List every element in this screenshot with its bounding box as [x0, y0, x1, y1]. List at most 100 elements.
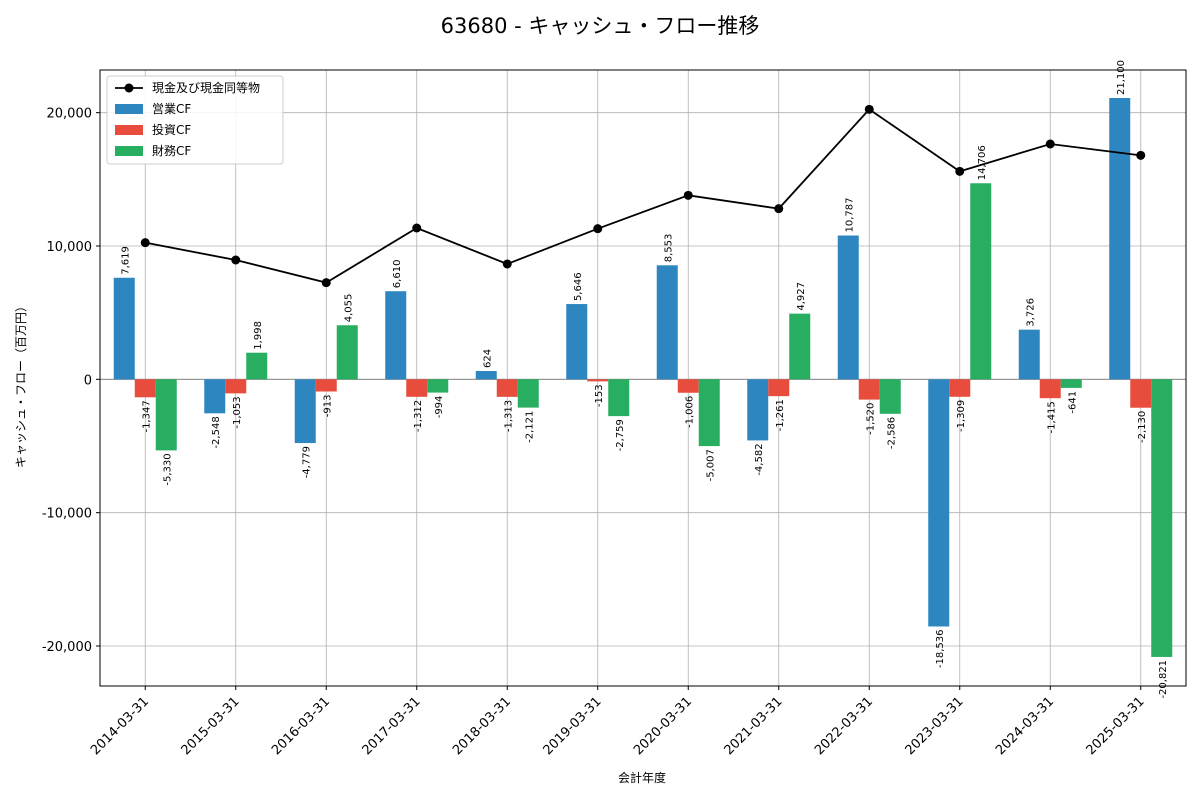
bar-value-label: 21,100 [1116, 60, 1127, 95]
y-tick-label: -20,000 [42, 640, 92, 655]
bar-series-1 [294, 379, 316, 444]
bar-series-3 [517, 379, 539, 408]
bar-value-label: -994 [434, 396, 445, 419]
legend-label: 投資CF [152, 122, 191, 137]
legend-label: 営業CF [152, 102, 191, 116]
cash-line [145, 108, 1141, 284]
legend-label: 現金及び現金同等物 [152, 80, 260, 95]
bar-series-2 [949, 379, 971, 397]
bar-value-label: -2,759 [615, 419, 626, 451]
bar-series-1 [204, 379, 226, 414]
bar-series-3 [246, 352, 268, 380]
bar-series-2 [587, 379, 609, 382]
bar-value-label: 5,646 [573, 272, 584, 301]
bar-series-3 [698, 379, 720, 447]
bar-series-3 [789, 313, 811, 380]
bar-value-label: 8,553 [663, 234, 674, 263]
bar-series-3 [336, 325, 358, 380]
cash-line-point [1045, 139, 1055, 149]
bar-value-label: -2,121 [524, 411, 535, 443]
bar-value-label: 14,706 [977, 145, 988, 180]
bar-series-3 [1060, 379, 1082, 388]
bar-value-label: -641 [1067, 391, 1078, 414]
bar-value-label: 1,998 [253, 321, 264, 350]
bar-series-1 [1109, 98, 1131, 380]
bar-series-2 [858, 379, 880, 400]
bar-value-label: -5,007 [705, 449, 716, 481]
bar-series-2 [496, 379, 518, 397]
bar-series-3 [970, 183, 992, 380]
bar-value-label: -1,347 [141, 400, 152, 432]
legend-box [106, 75, 284, 165]
bar-value-label: -2,130 [1137, 411, 1148, 443]
x-axis-title: 会計年度 [618, 770, 666, 785]
bar-series-1 [113, 277, 135, 380]
bars-layer [113, 98, 1173, 657]
bar-series-1 [837, 235, 859, 380]
cash-line-point [683, 190, 693, 200]
grid-layer [100, 70, 1186, 686]
bar-series-3 [608, 379, 630, 417]
bar-value-label: -1,415 [1046, 401, 1057, 433]
chart-title: 63680 - キャッシュ・フロー推移 [441, 14, 760, 38]
bar-series-3 [155, 379, 177, 451]
y-tick-label: -10,000 [42, 507, 92, 522]
line-layer [140, 104, 1146, 288]
bar-series-1 [928, 379, 950, 627]
data-labels-layer: 7,619 -2,548 -4,779 6,610 624 5,646 8,553 -4,58… [120, 60, 1169, 699]
bar-value-label: -1,261 [775, 399, 786, 431]
plot-frame [99, 69, 1187, 687]
bar-value-label: -1,053 [232, 396, 243, 428]
bar-value-label: -18,536 [935, 629, 946, 668]
bar-series-3 [879, 379, 901, 414]
bar-series-2 [1130, 379, 1152, 408]
bar-series-2 [1039, 379, 1061, 399]
y-axis-title: キャッシュ・フロー（百万円） [14, 300, 28, 468]
cash-line-point [774, 204, 784, 214]
bar-value-label: 4,927 [796, 282, 807, 311]
bar-value-label: 4,055 [343, 294, 354, 323]
cash-line-point [321, 278, 331, 288]
bar-series-1 [475, 371, 497, 380]
bar-series-2 [134, 379, 156, 398]
legend-swatch-bar [115, 125, 143, 135]
bar-value-label: -4,779 [301, 446, 312, 478]
y-tick-label: 20,000 [47, 107, 93, 122]
legend-swatch-bar [115, 146, 143, 156]
bar-series-2 [677, 379, 699, 393]
cash-line-point [502, 259, 512, 269]
cash-line-point [1136, 150, 1146, 160]
bar-value-label: -1,006 [684, 396, 695, 428]
bar-value-label: -153 [594, 384, 605, 407]
legend-swatch-bar [115, 104, 143, 114]
bar-value-label: 10,787 [844, 198, 855, 233]
bar-series-1 [747, 379, 769, 441]
cash-line-point [864, 104, 874, 114]
y-tick-label: 0 [84, 373, 92, 388]
bar-value-label: -1,520 [865, 403, 876, 435]
bar-series-1 [566, 304, 588, 380]
cash-line-point [412, 223, 422, 233]
bar-series-2 [406, 379, 428, 397]
bar-series-1 [656, 265, 678, 380]
bar-value-label: -1,312 [413, 400, 424, 432]
bar-series-1 [1018, 329, 1040, 380]
bar-value-label: -2,548 [211, 416, 222, 448]
bar-series-3 [427, 379, 449, 393]
bar-value-label: -1,309 [956, 400, 967, 432]
bar-value-label: -913 [322, 395, 333, 418]
bar-series-3 [1151, 379, 1173, 657]
cash-line-point [140, 238, 150, 248]
bar-value-label: -20,821 [1158, 660, 1169, 699]
bar-value-label: -5,330 [162, 453, 173, 485]
bar-value-label: -2,586 [886, 417, 897, 449]
cash-line-point [955, 166, 965, 176]
cash-line-point [231, 255, 241, 265]
legend-swatch-marker [124, 83, 134, 93]
bar-series-2 [225, 379, 247, 394]
bar-value-label: -4,582 [754, 443, 765, 475]
bar-value-label: 3,726 [1025, 298, 1036, 327]
